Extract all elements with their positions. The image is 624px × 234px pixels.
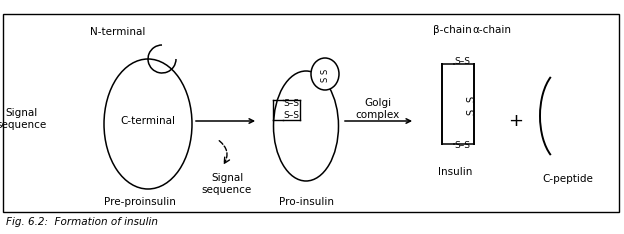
Text: β-chain: β-chain — [432, 25, 471, 35]
Text: Golgi
complex: Golgi complex — [356, 98, 400, 120]
Text: S: S — [466, 96, 476, 102]
Text: Signal
sequence: Signal sequence — [0, 108, 47, 130]
Ellipse shape — [311, 58, 339, 90]
Text: S: S — [321, 76, 329, 82]
Bar — [3, 14, 619, 212]
Text: S–S: S–S — [454, 58, 470, 66]
Text: α-chain: α-chain — [472, 25, 512, 35]
Text: N-terminal: N-terminal — [90, 27, 145, 37]
Text: Pre-proinsulin: Pre-proinsulin — [104, 197, 176, 207]
Ellipse shape — [273, 71, 338, 181]
Text: Signal
sequence: Signal sequence — [202, 173, 252, 195]
Text: S: S — [466, 109, 476, 115]
Text: +: + — [509, 112, 524, 130]
Text: S–S: S–S — [454, 142, 470, 150]
Text: S–S: S–S — [283, 111, 299, 121]
Text: S–S: S–S — [283, 99, 299, 109]
Text: S: S — [321, 68, 329, 74]
Text: Pro-insulin: Pro-insulin — [278, 197, 333, 207]
Text: Insulin: Insulin — [438, 167, 472, 177]
Text: C-peptide: C-peptide — [542, 174, 593, 184]
Text: C-terminal: C-terminal — [120, 116, 175, 126]
Text: Fig. 6.2:  Formation of insulin: Fig. 6.2: Formation of insulin — [6, 217, 158, 227]
Ellipse shape — [104, 59, 192, 189]
